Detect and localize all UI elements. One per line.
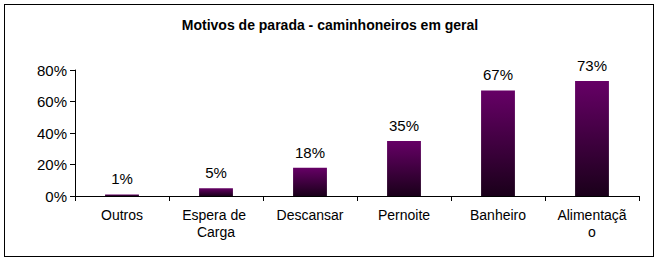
svg-text:Banheiro: Banheiro — [470, 207, 526, 223]
svg-text:20%: 20% — [37, 156, 67, 173]
svg-text:Alimentaçã: Alimentaçã — [557, 207, 626, 223]
svg-text:73%: 73% — [577, 57, 607, 74]
svg-text:0%: 0% — [45, 188, 67, 205]
svg-text:o: o — [588, 224, 596, 240]
svg-text:5%: 5% — [205, 164, 227, 181]
svg-text:Carga: Carga — [197, 224, 235, 240]
svg-text:1%: 1% — [111, 170, 133, 187]
svg-text:35%: 35% — [389, 117, 419, 134]
svg-text:Outros: Outros — [101, 207, 143, 223]
svg-text:18%: 18% — [295, 144, 325, 161]
svg-text:67%: 67% — [483, 66, 513, 83]
svg-text:Espera de: Espera de — [182, 207, 250, 223]
svg-text:60%: 60% — [37, 93, 67, 110]
svg-text:Motivos de parada - caminhonei: Motivos de parada - caminhoneiros em ger… — [182, 17, 478, 33]
svg-text:Pernoite: Pernoite — [378, 207, 430, 223]
svg-text:40%: 40% — [37, 125, 67, 142]
svg-text:Descansar: Descansar — [277, 207, 344, 223]
svg-text:80%: 80% — [37, 62, 67, 79]
